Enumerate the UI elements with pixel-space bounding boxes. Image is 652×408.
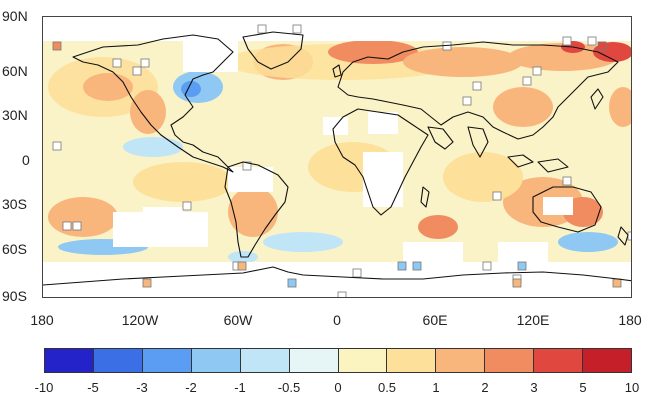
lon-label-180w: 180 [30,312,54,328]
lon-label-60e: 60E [422,312,448,328]
colorbar-tick-label: 3 [530,380,538,395]
coastlines [43,31,631,286]
colorbar-tick-label: -0.5 [277,380,301,395]
colorbar-swatch [436,349,486,372]
colorbar-swatch [338,349,388,372]
colorbar-swatch [45,349,94,372]
lat-label-60n: 60N [2,63,28,79]
lon-label-60w: 60W [223,312,253,328]
colorbar [44,348,632,373]
lon-label-120e: 120E [516,312,550,328]
cool-anomaly-regions [58,71,618,263]
colorbar-swatch [191,349,241,372]
lat-label-90s: 90S [2,288,27,304]
colorbar-tick-label: -2 [185,380,197,395]
missing-data-regions [43,17,631,297]
lat-label-90n: 90N [2,8,28,24]
lat-label-30s: 30S [2,196,27,212]
colorbar-tick-label: 5 [579,380,587,395]
colorbar-swatch [534,349,584,372]
anomaly-map-canvas [43,17,631,297]
world-map [42,16,632,298]
colorbar-tick-label: -10 [34,380,54,395]
colorbar-tick-label: -3 [136,380,148,395]
colorbar-swatch [142,349,192,372]
lon-label-180e: 180 [618,312,642,328]
colorbar-tick-label: 1 [432,380,440,395]
lat-label-30n: 30N [2,107,28,123]
colorbar-swatch [240,349,290,372]
colorbar-tick-label: 0.5 [377,380,397,395]
colorbar-tick-label: 10 [624,380,640,395]
colorbar-swatch [387,349,437,372]
colorbar-swatch [93,349,143,372]
lat-label-equator: 0 [22,152,30,168]
colorbar-tick-label: 2 [481,380,489,395]
colorbar-swatch [583,349,632,372]
lon-label-120w: 120W [121,312,159,328]
colorbar-tick-label: 0 [334,380,342,395]
colorbar-tick-label: -5 [87,380,99,395]
lat-label-60s: 60S [2,241,27,257]
colorbar-swatch [485,349,535,372]
lon-label-0: 0 [333,312,341,328]
colorbar-tick-label: -1 [234,380,246,395]
colorbar-swatch [289,349,339,372]
colored-grid-boxes [52,41,622,288]
